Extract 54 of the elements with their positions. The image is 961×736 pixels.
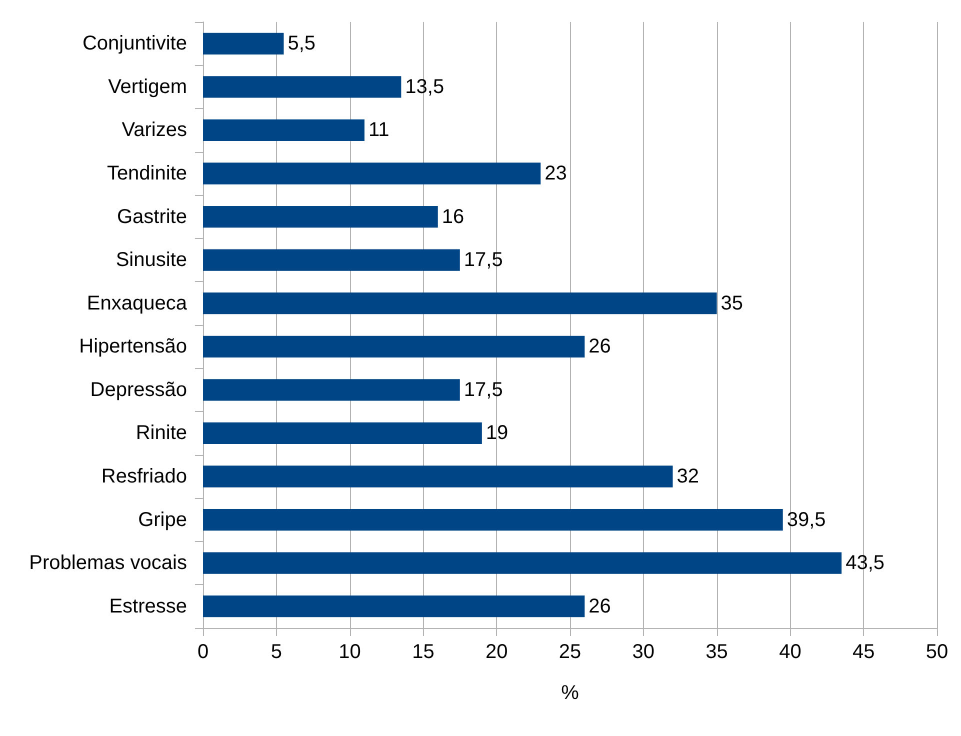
y-tick-label: Gastrite [116, 206, 187, 228]
bar [203, 32, 284, 54]
x-tick-label: 10 [338, 641, 361, 663]
data-label: 11 [368, 119, 390, 142]
data-label: 43,5 [846, 552, 885, 574]
data-label: 17,5 [464, 249, 503, 272]
x-tick-label: 35 [706, 641, 728, 663]
bar [203, 466, 673, 488]
data-label: 5,5 [288, 32, 316, 55]
bar [203, 206, 438, 228]
y-tick-label: Vertigem [108, 76, 187, 98]
y-tick-label: Rinite [136, 422, 187, 444]
data-label: 19 [486, 422, 508, 444]
bar [203, 379, 460, 401]
x-tick-label: 0 [197, 641, 209, 663]
y-tick-label: Hipertensão [79, 336, 187, 358]
data-label: 35 [720, 292, 744, 314]
x-tick-label: 40 [779, 641, 802, 663]
bar [203, 249, 460, 271]
data-label: 26 [588, 595, 611, 618]
bar [203, 162, 541, 184]
x-tick-label: 45 [852, 641, 875, 663]
data-label: 23 [544, 162, 567, 184]
bar [203, 336, 585, 358]
y-tick-label: Conjuntivite [82, 32, 187, 55]
y-tick-label: Gripe [138, 508, 187, 531]
data-label: 32 [676, 466, 700, 488]
bar [203, 596, 585, 618]
bar [203, 552, 842, 574]
data-label: 17,5 [464, 378, 503, 401]
bar [203, 119, 364, 142]
x-tick-label: 30 [632, 641, 655, 663]
y-tick-label: Resfriado [101, 466, 187, 488]
y-tick-label: Depressão [90, 378, 187, 401]
y-tick-label: Enxaqueca [86, 292, 188, 314]
bar [203, 76, 402, 98]
x-tick-label: 20 [485, 641, 508, 663]
y-tick-label: Varizes [122, 119, 187, 142]
data-label: 16 [442, 206, 464, 228]
data-label: 13,5 [405, 76, 444, 98]
bar [203, 508, 783, 531]
x-tick-label: 15 [412, 641, 434, 663]
y-tick-label: Problemas vocais [29, 552, 187, 574]
x-axis-title: % [561, 682, 580, 704]
bar [203, 292, 717, 314]
y-tick-label: Tendinite [106, 162, 187, 184]
data-label: 39,5 [786, 508, 826, 531]
x-tick-label: 5 [270, 641, 282, 663]
data-label: 26 [588, 336, 611, 358]
y-tick-label: Sinusite [116, 249, 187, 272]
x-tick-label: 50 [926, 641, 948, 663]
y-tick-label: Estresse [109, 595, 187, 618]
bar [203, 422, 482, 444]
x-tick-label: 25 [558, 641, 582, 663]
